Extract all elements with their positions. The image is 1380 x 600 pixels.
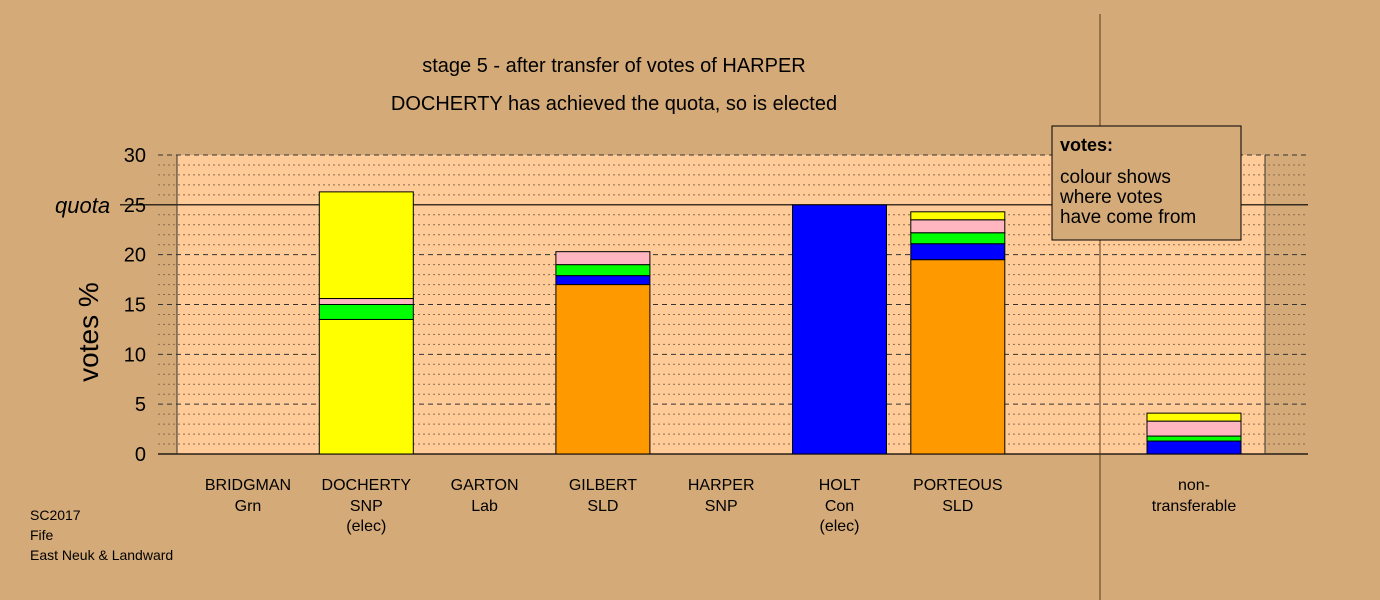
y-axis-label: votes % (73, 282, 104, 382)
bar-porteous-segment (910, 211, 1006, 221)
bar-gilbert-segment (555, 275, 651, 286)
meta-ward: East Neuk & Landward (30, 547, 174, 563)
bar-porteous-segment (910, 259, 1006, 455)
bar-holt-segment (792, 204, 887, 455)
legend-box (1051, 125, 1242, 241)
nontransferable-label-2: transferable (1152, 498, 1237, 515)
legend-line-2: where votes (1059, 187, 1162, 208)
candidate-party-porteous: SLD (942, 498, 973, 515)
candidate-party-docherty: SNP (350, 498, 383, 515)
legend-line-3: have come from (1060, 207, 1196, 228)
candidate-party-garton: Lab (471, 498, 498, 515)
chart-subtitle: DOCHERTY has achieved the quota, so is e… (391, 93, 837, 115)
candidate-status-holt: (elec) (819, 518, 859, 535)
candidate-name-garton: GARTON (451, 477, 519, 494)
legend: votes: colour shows where votes have com… (1051, 125, 1242, 241)
meta-council: Fife (30, 527, 54, 543)
bar-porteous-segment (910, 219, 1006, 234)
candidate-party-bridgman: Grn (235, 498, 262, 515)
candidate-party-holt: Con (825, 498, 854, 515)
quota-label: quota (55, 193, 110, 218)
y-tick-labels: 0 5 10 15 20 25 30 quota (55, 145, 146, 466)
bar-nontransferable-segment (1146, 420, 1242, 437)
candidate-party-gilbert: SLD (587, 498, 618, 515)
y-tick-label: 30 (124, 145, 146, 167)
bar-nontransferable-segment (1146, 440, 1242, 455)
bar-gilbert-segment (555, 251, 651, 266)
y-tick-label: 0 (135, 444, 146, 466)
bar-porteous-segment (910, 243, 1006, 261)
bar-porteous-segment (910, 232, 1006, 245)
legend-line-1: colour shows (1060, 167, 1171, 188)
candidate-name-docherty: DOCHERTY (322, 477, 412, 494)
candidate-name-harper: HARPER (688, 477, 755, 494)
candidate-party-harper: SNP (705, 498, 738, 515)
y-tick-label: 5 (135, 394, 146, 416)
bar-docherty-segment (318, 298, 414, 305)
candidate-name-bridgman: BRIDGMAN (205, 477, 291, 494)
chart-title: stage 5 - after transfer of votes of HAR… (422, 55, 806, 77)
candidate-status-docherty: (elec) (346, 518, 386, 535)
candidate-name-porteous: PORTEOUS (913, 477, 1003, 494)
candidate-name-holt: HOLT (819, 477, 861, 494)
legend-title: votes: (1060, 135, 1113, 155)
bar-gilbert-segment (555, 284, 651, 455)
y-tick-label: 15 (124, 295, 146, 317)
nontransferable-label-1: non- (1178, 477, 1210, 494)
x-tick-labels: BRIDGMAN Grn DOCHERTY SNP (elec) GARTON Lab GIL… (205, 477, 1236, 535)
y-tick-label: 20 (124, 245, 146, 267)
bar-docherty-segment (318, 318, 414, 455)
bar-docherty-segment (318, 191, 414, 300)
bar-docherty-segment (318, 304, 414, 320)
meta-election: SC2017 (30, 507, 81, 523)
bar-gilbert-segment (555, 264, 651, 277)
y-tick-label: 10 (124, 344, 146, 366)
candidate-name-gilbert: GILBERT (569, 477, 637, 494)
bars-group (318, 191, 1242, 455)
y-tick-label: 25 (124, 195, 146, 217)
bar-nontransferable-segment (1146, 435, 1242, 442)
bar-nontransferable-segment (1146, 412, 1242, 422)
